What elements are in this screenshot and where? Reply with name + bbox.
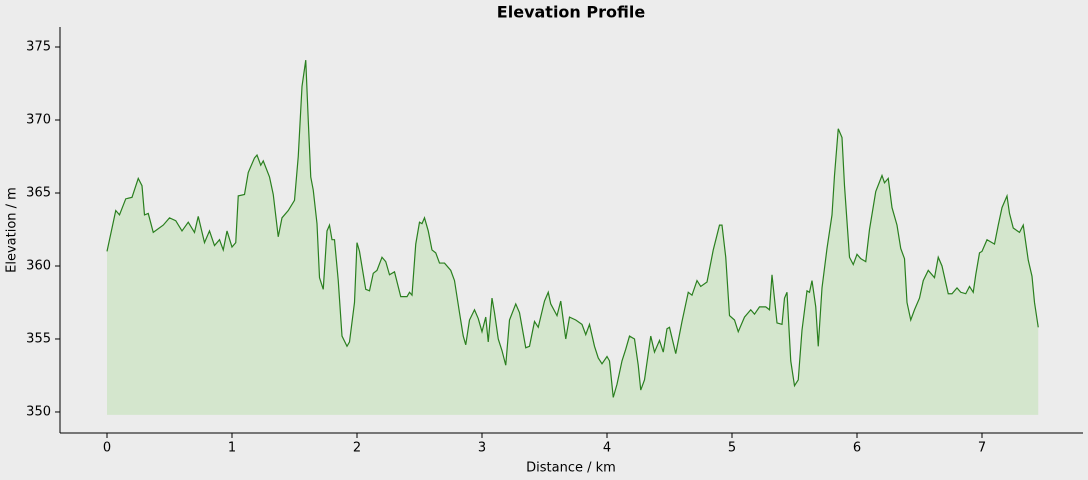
y-tick-label: 360	[26, 258, 51, 273]
x-tick-label: 4	[603, 441, 611, 456]
elevation-line	[106, 60, 1039, 398]
x-tick-label: 6	[853, 441, 861, 456]
y-axis-label: Elevation / m	[5, 187, 20, 273]
y-tick-label: 350	[26, 404, 51, 419]
y-tick-label: 370	[26, 112, 51, 127]
x-tick-label: 0	[103, 441, 111, 456]
chart-title: Elevation Profile	[497, 3, 646, 22]
x-tick-label: 1	[228, 441, 236, 456]
x-axis-label: Distance / km	[526, 461, 616, 476]
x-tick-label: 3	[478, 441, 486, 456]
area-fill	[107, 60, 1039, 415]
x-tick-label: 5	[728, 441, 736, 456]
x-tick-label: 2	[353, 441, 361, 456]
y-tick-label: 355	[26, 331, 51, 346]
y-tick-label: 375	[26, 40, 51, 55]
x-tick-label: 7	[978, 441, 986, 456]
y-tick-label: 365	[26, 185, 51, 200]
